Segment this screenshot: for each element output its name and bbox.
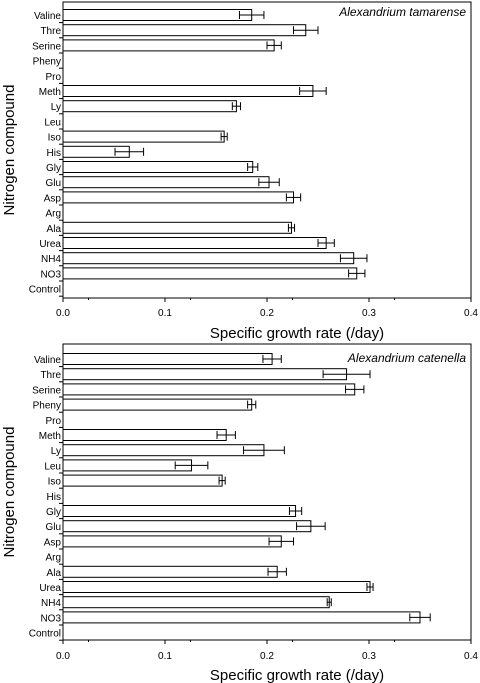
bar (62, 100, 237, 113)
chart-panel-2: 0.0 0.1 0.2 0.3 0.4 Valine Thre Serine Pheny Pro M… (1, 343, 478, 683)
x-tick-label: 0.2 (260, 651, 274, 662)
x-tick-label: 0.4 (464, 651, 478, 662)
bar (62, 39, 275, 52)
bar (62, 237, 327, 249)
y-tick-label: Leu (44, 117, 61, 128)
bar (62, 221, 292, 234)
y-tick-label: Pheny (33, 57, 61, 68)
y-tick-label: Control (29, 629, 61, 640)
bar (62, 161, 254, 173)
y-tick-label: Pro (45, 72, 61, 83)
bar (62, 267, 358, 280)
y-tick-label: NO3 (40, 269, 61, 280)
y-tick-label: Thre (40, 370, 61, 381)
y-tick-label: Valine (34, 355, 61, 366)
bar (62, 398, 253, 411)
y-tick-label: Meth (39, 431, 61, 442)
y-tick-label: His (47, 492, 61, 503)
x-axis-title: Specific growth rate (/day) (210, 325, 384, 342)
y-tick-label: Leu (44, 461, 61, 472)
panel-title: Alexandrium catenella (347, 351, 466, 365)
bar (62, 9, 253, 21)
x-tick-label: 0.1 (158, 308, 172, 319)
y-tick-label: Ly (51, 446, 61, 457)
y-tick-label: Arg (45, 553, 61, 564)
y-tick-label: Urea (39, 583, 61, 594)
bar (62, 474, 223, 487)
x-tick-label: 0.3 (362, 651, 376, 662)
panel-title: Alexandrium tamarense (338, 5, 466, 19)
bar (62, 459, 193, 472)
bar (62, 191, 295, 204)
y-tick-label: Serine (32, 385, 61, 396)
y-axis-title: Nitrogen compound (1, 427, 18, 558)
x-tick-label: 0.3 (362, 308, 376, 319)
y-tick-label: Asp (44, 537, 62, 548)
y-tick-label: Gly (46, 163, 61, 174)
y-tick-label: Ala (47, 568, 62, 579)
y-tick-label: Glu (45, 178, 61, 189)
y-tick-label: Urea (39, 239, 61, 250)
bar (62, 85, 314, 97)
bar (62, 353, 273, 365)
bar (62, 383, 356, 396)
y-tick-label: Pheny (33, 401, 61, 412)
x-axis-title: Specific growth rate (/day) (210, 667, 384, 683)
y-tick-label: Ly (51, 102, 61, 113)
bar (62, 535, 282, 548)
bar (62, 611, 421, 624)
y-tick-label: Valine (34, 11, 61, 22)
y-tick-label: His (47, 148, 61, 159)
bar (62, 520, 312, 533)
bar (62, 444, 265, 457)
y-tick-label: NH4 (41, 254, 61, 265)
bar (62, 176, 270, 189)
y-tick-label: Meth (39, 87, 61, 98)
bar (62, 368, 348, 381)
x-tick-label: 0.0 (56, 651, 70, 662)
bar (62, 565, 278, 578)
y-tick-label: Pro (45, 416, 61, 427)
bar (62, 24, 307, 37)
x-tick-label: 0.4 (464, 308, 478, 319)
y-tick-label: Glu (45, 522, 61, 533)
y-tick-label: Iso (48, 477, 62, 488)
y-tick-label: Thre (40, 26, 61, 37)
y-tick-label: Iso (48, 133, 62, 144)
y-tick-label: Gly (46, 507, 61, 518)
bar (62, 252, 355, 265)
x-tick-label: 0.0 (56, 308, 70, 319)
bar (62, 505, 297, 517)
chart-panel-1: 0.0 0.1 0.2 0.3 0.4 Valine Thre Serine Pheny Pro M… (1, 1, 478, 342)
y-axis-title: Nitrogen compound (1, 85, 18, 216)
y-tick-label: Control (29, 285, 61, 296)
bar (62, 581, 371, 593)
y-tick-label: Asp (44, 193, 62, 204)
y-tick-label: Arg (45, 209, 61, 220)
bar (62, 429, 227, 441)
y-tick-label: NO3 (40, 613, 61, 624)
y-tick-label: NH4 (41, 598, 61, 609)
y-tick-label: Ala (47, 224, 62, 235)
bar (62, 130, 225, 143)
x-tick-label: 0.2 (260, 308, 274, 319)
y-tick-label: Serine (32, 41, 61, 52)
bar (62, 596, 330, 609)
x-tick-label: 0.1 (158, 651, 172, 662)
